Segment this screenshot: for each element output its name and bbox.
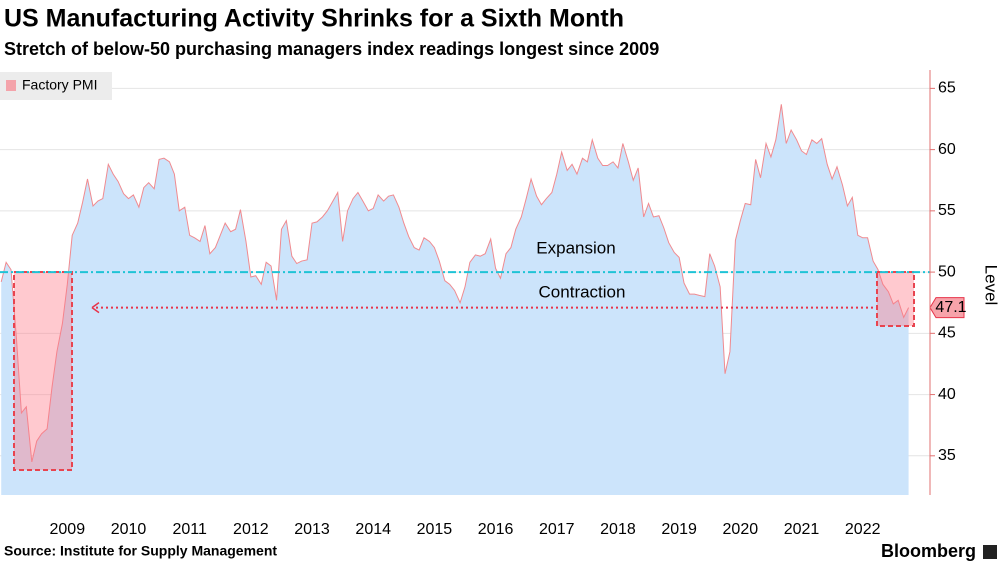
y-tick-label: 65 <box>938 80 956 97</box>
x-tick-label: 2021 <box>784 521 820 538</box>
x-tick-label: 2014 <box>355 521 391 538</box>
brand-icon <box>983 545 997 559</box>
legend-swatch <box>6 80 16 91</box>
annotation: Expansion <box>536 238 615 257</box>
chart-subtitle: Stretch of below-50 purchasing managers … <box>4 39 659 59</box>
y-tick-label: 50 <box>938 263 956 280</box>
brand: Bloomberg <box>881 541 976 561</box>
plot: 35 40 45 50 55 60 65 Expansion Contraction 47.1 Le… <box>0 70 1001 538</box>
source: Source: Institute for Supply Management <box>4 543 277 559</box>
x-tick-label: 2016 <box>478 521 514 538</box>
legend-box <box>0 72 112 100</box>
y-tick-label: 35 <box>938 447 956 464</box>
x-tick-label: 2022 <box>845 521 881 538</box>
x-tick-label: 2013 <box>294 521 330 538</box>
x-tick-label: 2015 <box>417 521 453 538</box>
x-tick-label: 2010 <box>111 521 147 538</box>
y-tick-label: 40 <box>938 386 956 403</box>
x-tick-label: 2011 <box>172 521 207 538</box>
line <box>0 104 910 463</box>
legend-label: Factory PMI <box>22 77 97 93</box>
x-tick-label: 2019 <box>661 521 697 538</box>
y-axis-label: Level <box>982 265 1001 306</box>
area <box>1 104 909 495</box>
highlight-box <box>876 271 915 327</box>
value-label: 47.1 <box>935 299 966 316</box>
y-tick-label: 55 <box>938 202 956 219</box>
chart-title: US Manufacturing Activity Shrinks for a … <box>4 5 624 33</box>
x-tick-label: 2017 <box>539 521 575 538</box>
x-tick-label: 2012 <box>233 521 269 538</box>
y-tick-label: 45 <box>938 325 956 342</box>
x-tick-label: 2009 <box>50 521 86 538</box>
y-tick-label: 60 <box>938 141 956 158</box>
highlight-box <box>13 271 73 471</box>
x-tick-label: 2018 <box>600 521 636 538</box>
arrow-head <box>91 301 100 314</box>
x-tick-label: 2020 <box>723 521 759 538</box>
value-tag <box>929 297 965 319</box>
annotation: Contraction <box>539 282 626 301</box>
